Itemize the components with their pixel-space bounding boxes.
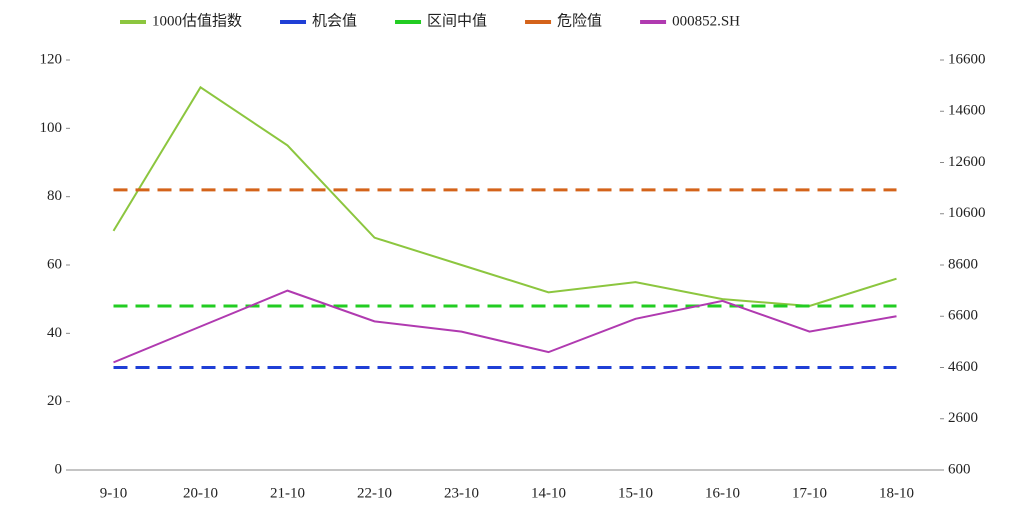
x-tick-label: 17-10 bbox=[792, 485, 827, 501]
y2-tick-label: 8600 bbox=[948, 256, 978, 272]
x-tick-label: 16-10 bbox=[705, 485, 740, 501]
y2-tick-label: 12600 bbox=[948, 154, 986, 170]
legend-label: 机会值 bbox=[312, 12, 357, 29]
y2-tick-label: 600 bbox=[948, 461, 971, 477]
x-tick-label: 21-10 bbox=[270, 485, 305, 501]
series-line bbox=[112, 85, 897, 308]
x-tick-label: 15-10 bbox=[618, 485, 653, 501]
y-tick-label: 40 bbox=[47, 325, 62, 341]
legend-label: 1000估值指数 bbox=[152, 12, 242, 29]
x-tick-label: 22-10 bbox=[357, 485, 392, 501]
y2-tick-label: 4600 bbox=[948, 359, 978, 375]
y2-tick-label: 14600 bbox=[948, 103, 986, 119]
y2-tick-label: 10600 bbox=[948, 205, 986, 221]
y-tick-label: 100 bbox=[40, 120, 63, 136]
x-tick-label: 14-10 bbox=[531, 485, 566, 501]
y2-tick-label: 6600 bbox=[948, 308, 978, 324]
x-tick-label: 18-10 bbox=[879, 485, 914, 501]
y-tick-label: 60 bbox=[47, 256, 62, 272]
y2-tick-label: 16600 bbox=[948, 51, 986, 67]
y-tick-label: 80 bbox=[47, 188, 62, 204]
series-line bbox=[113, 289, 897, 364]
legend-label: 危险值 bbox=[557, 12, 602, 29]
y-tick-label: 120 bbox=[40, 51, 63, 67]
x-tick-label: 9-10 bbox=[100, 485, 128, 501]
y-tick-label: 0 bbox=[55, 461, 63, 477]
legend-label: 区间中值 bbox=[427, 12, 487, 29]
y2-tick-label: 2600 bbox=[948, 410, 978, 426]
y-tick-label: 20 bbox=[47, 393, 62, 409]
x-tick-label: 23-10 bbox=[444, 485, 479, 501]
legend-label: 000852.SH bbox=[672, 13, 740, 29]
x-tick-label: 20-10 bbox=[183, 485, 218, 501]
